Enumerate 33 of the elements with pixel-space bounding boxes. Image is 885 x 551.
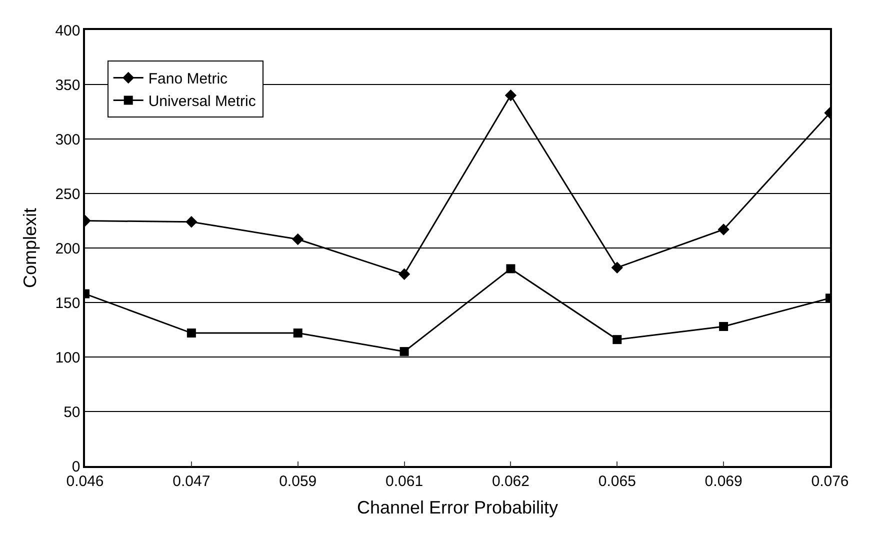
- x-tick-label: 0.059: [279, 472, 317, 490]
- y-tick-label: 350: [55, 76, 80, 94]
- y-tick-label: 50: [64, 404, 80, 421]
- point: [186, 328, 196, 338]
- point: [292, 233, 304, 246]
- y-axis-title: Complexit: [20, 208, 40, 288]
- x-tick-label: 0.069: [704, 472, 742, 490]
- x-tick-label: 0.061: [386, 472, 424, 490]
- y-tick-label: 150: [55, 294, 80, 312]
- x-tick-label: 0.065: [598, 472, 636, 490]
- x-axis-title: Channel Error Probability: [356, 497, 558, 518]
- point: [718, 224, 730, 236]
- point: [186, 216, 198, 228]
- y-tick-label: 250: [55, 186, 80, 203]
- x-tick-label: 0.046: [66, 472, 104, 490]
- point: [400, 347, 409, 356]
- x-tick-label: 0.076: [811, 472, 849, 490]
- point: [506, 264, 516, 274]
- point: [293, 328, 302, 338]
- legend-label: Universal Metric: [148, 93, 256, 110]
- point: [719, 322, 728, 331]
- y-tick-label: 400: [55, 22, 80, 40]
- legend-label: Fano Metric: [148, 70, 228, 88]
- x-tick-label: 0.047: [172, 472, 210, 490]
- point: [398, 268, 410, 280]
- point: [611, 262, 623, 274]
- point: [504, 90, 517, 102]
- y-tick-label: 100: [55, 349, 80, 366]
- y-tick-label: 200: [55, 240, 80, 258]
- point: [612, 335, 622, 344]
- y-tick-label: 0: [72, 458, 80, 476]
- x-tick-label: 0.062: [492, 472, 530, 490]
- y-tick-label: 300: [55, 131, 80, 148]
